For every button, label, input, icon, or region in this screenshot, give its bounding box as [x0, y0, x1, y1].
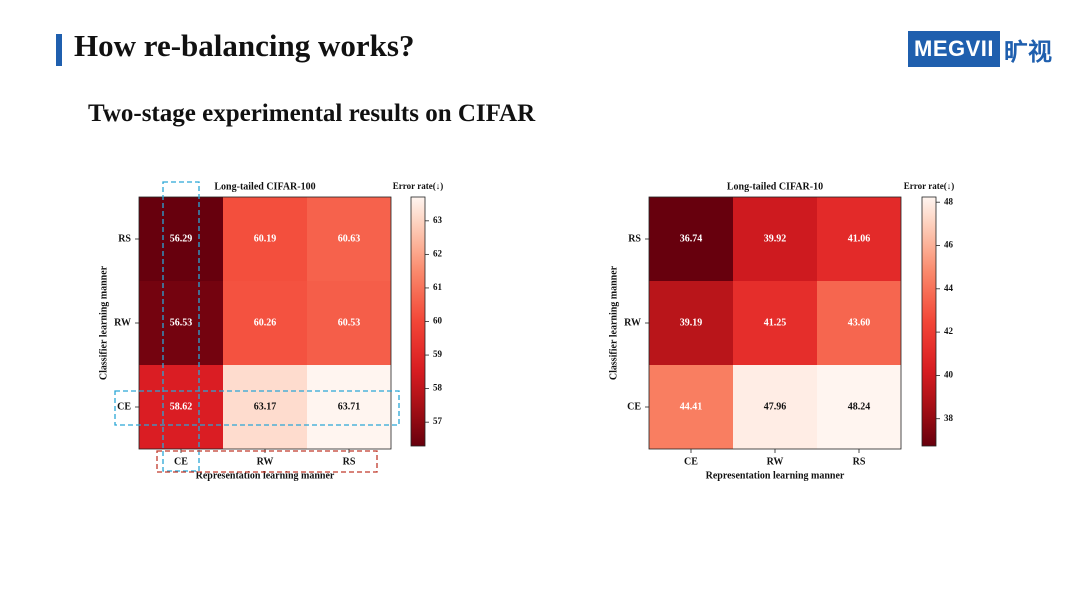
cell-value-label: 58.62 — [170, 401, 193, 412]
cell-value-label: 56.53 — [170, 317, 193, 328]
heatmap-cell — [817, 365, 901, 449]
heatmap-cell — [139, 365, 223, 449]
colorbar-tick-label: 63 — [433, 215, 443, 225]
logo-cn-text: 旷视 — [1004, 37, 1053, 66]
cell-value-label: 60.53 — [338, 317, 361, 328]
colorbar-tick-label: 46 — [944, 240, 954, 250]
cell-value-label: 39.92 — [764, 233, 787, 244]
heatmap-cell — [733, 281, 817, 365]
x-axis-label: Representation learning manner — [196, 470, 335, 481]
colorbar-label: Error rate(↓) — [393, 181, 443, 191]
y-tick-label: RS — [118, 233, 131, 244]
chart-title: Long-tailed CIFAR-100 — [214, 181, 315, 192]
colorbar-tick-label: 42 — [944, 326, 954, 336]
ce-column-highlight — [162, 181, 200, 472]
megvii-logo: MEGVII 旷视 — [908, 31, 1052, 67]
heatmap-cell — [649, 365, 733, 449]
heatmap-cell — [307, 197, 391, 281]
y-axis-label: Classifier learning manner — [608, 265, 619, 380]
colorbar-label: Error rate(↓) — [904, 181, 954, 191]
heatmap-cell — [223, 197, 307, 281]
cell-value-label: 36.74 — [680, 233, 703, 244]
x-tick-label: RW — [257, 456, 274, 467]
y-tick-label: RS — [628, 233, 641, 244]
y-tick-label: CE — [627, 401, 641, 412]
cell-value-label: 60.26 — [254, 317, 277, 328]
slide-title: How re-balancing works? — [74, 28, 415, 63]
heatmap-cell — [307, 281, 391, 365]
y-tick-label: RW — [624, 317, 641, 328]
heatmap-cell — [139, 281, 223, 365]
colorbar-tick-label: 62 — [433, 248, 443, 258]
colorbar-tick-label: 38 — [944, 413, 954, 423]
cell-value-label: 44.41 — [680, 401, 703, 412]
heatmap-cell — [733, 197, 817, 281]
colorbar-tick-label: 40 — [944, 369, 954, 379]
cell-value-label: 41.25 — [764, 317, 787, 328]
colorbar-tick-label: 44 — [944, 283, 954, 293]
title-accent-bar — [56, 34, 62, 66]
colorbar-tick-label: 61 — [433, 282, 443, 292]
x-tick-label: CE — [684, 456, 698, 467]
colorbar-tick-label: 48 — [944, 196, 954, 206]
heatmap-cell — [649, 197, 733, 281]
cell-value-label: 48.24 — [848, 401, 871, 412]
cell-value-label: 56.29 — [170, 233, 193, 244]
colorbar — [410, 196, 426, 447]
colorbar-tick-label: 58 — [433, 383, 443, 393]
colorbar — [921, 196, 937, 447]
x-axis-label: Representation learning manner — [706, 470, 845, 481]
cell-value-label: 47.96 — [764, 401, 787, 412]
colorbar-tick-label: 57 — [433, 416, 443, 426]
y-axis-label: Classifier learning manner — [98, 265, 109, 380]
colorbar-tick-label: 59 — [433, 349, 443, 359]
cell-value-label: 63.17 — [254, 401, 277, 412]
cell-value-label: 41.06 — [848, 233, 871, 244]
y-tick-label: CE — [117, 401, 131, 412]
ce-row-highlight — [114, 390, 400, 426]
heatmap-cell — [223, 281, 307, 365]
chart-title: Long-tailed CIFAR-10 — [727, 181, 823, 192]
y-tick-label: RW — [114, 317, 131, 328]
x-tick-label: RW — [767, 456, 784, 467]
slide-subtitle: Two-stage experimental results on CIFAR — [88, 100, 536, 127]
x-tick-label: RS — [853, 456, 866, 467]
x-tick-label: CE — [174, 456, 188, 467]
cell-value-label: 39.19 — [680, 317, 703, 328]
colorbar-tick-label: 60 — [433, 316, 443, 326]
heatmap-cell — [733, 365, 817, 449]
cell-value-label: 43.60 — [848, 317, 871, 328]
heatmap-cell — [223, 365, 307, 449]
x-tick-label: RS — [343, 456, 356, 467]
heatmap-cell — [817, 197, 901, 281]
heatmap-cell — [307, 365, 391, 449]
logo-text: MEGVII — [908, 31, 1001, 67]
cell-value-label: 60.19 — [254, 233, 277, 244]
heatmap-cell — [139, 197, 223, 281]
cell-value-label: 63.71 — [338, 401, 361, 412]
heatmap-cell — [649, 281, 733, 365]
heatmap-cell — [817, 281, 901, 365]
cell-value-label: 60.63 — [338, 233, 361, 244]
